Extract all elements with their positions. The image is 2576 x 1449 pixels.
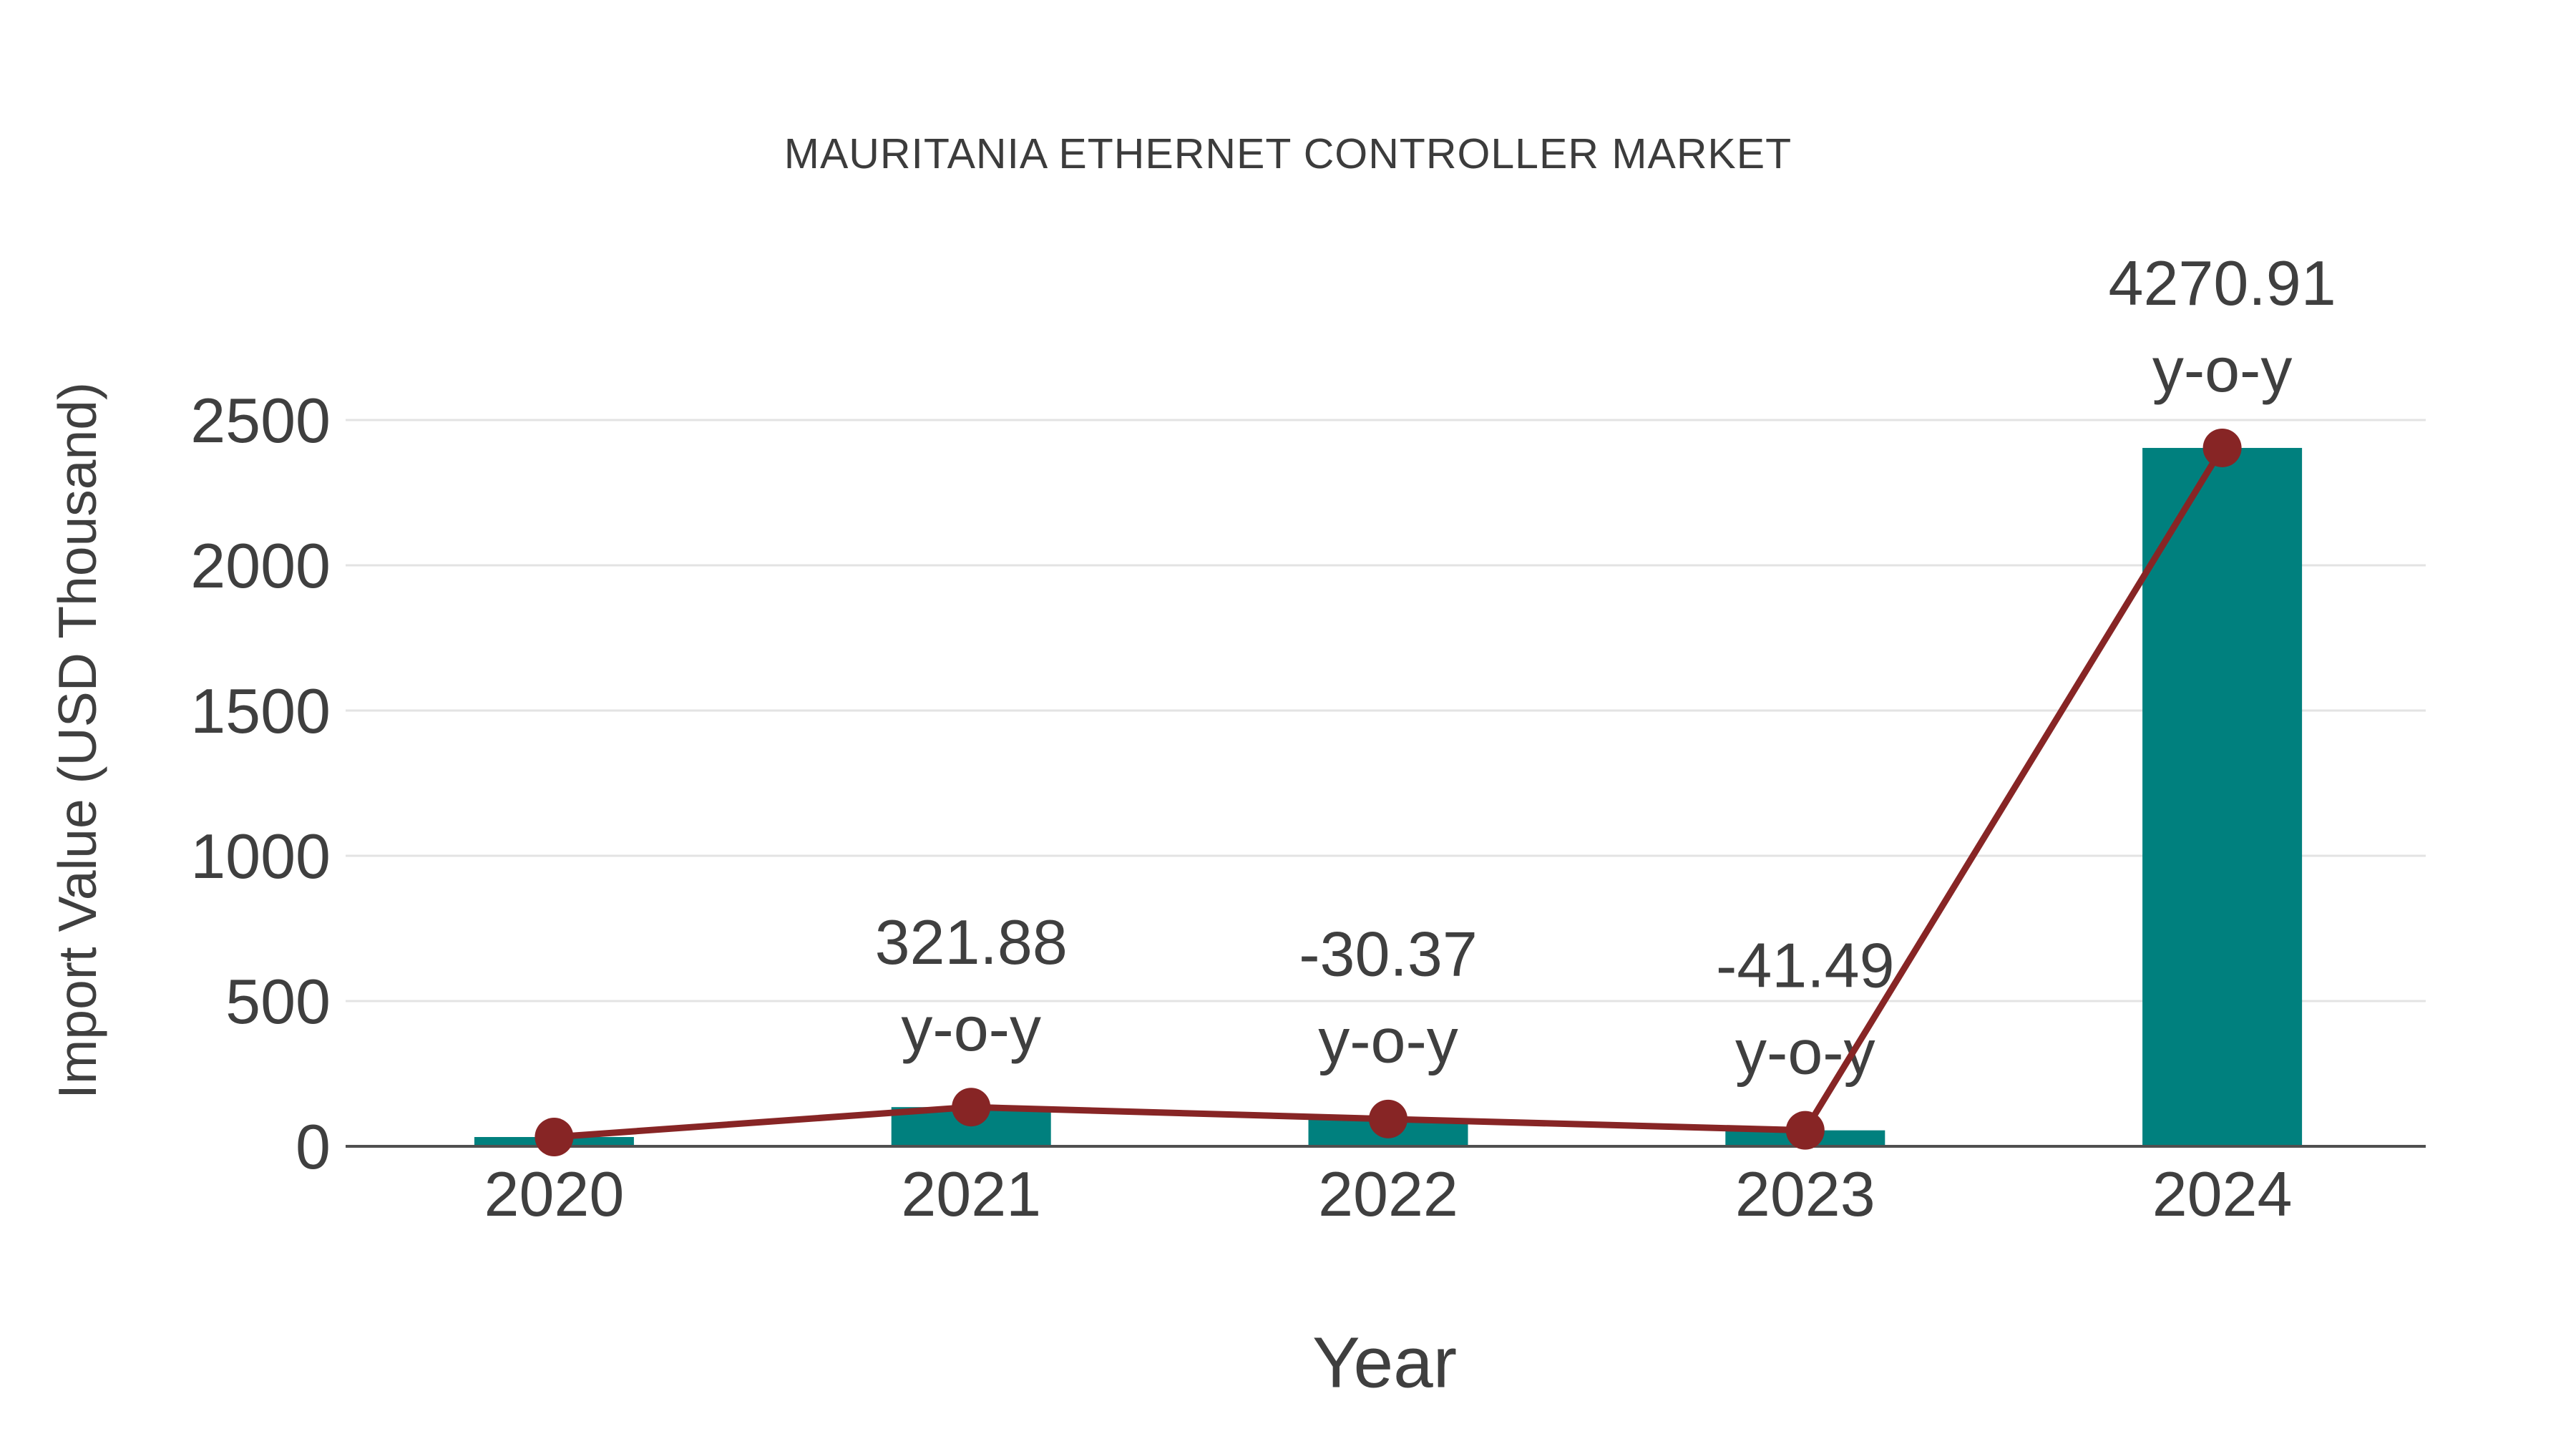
yoy-value-label-2021: 321.88	[875, 907, 1068, 977]
y-tick-label-0: 0	[296, 1111, 331, 1182]
data-point-marker-2022	[1369, 1099, 1407, 1138]
y-tick-label-1500: 1500	[190, 675, 331, 746]
bar-2024	[2142, 447, 2303, 1146]
x-tick-label-2021: 2021	[901, 1158, 1041, 1229]
y-tick-label-2000: 2000	[190, 530, 331, 601]
data-point-marker-2023	[1785, 1111, 1825, 1150]
yoy-value-label-2024: 4270.91	[2109, 248, 2336, 318]
x-tick-label-2022: 2022	[1318, 1158, 1458, 1229]
x-tick-label-2020: 2020	[484, 1158, 625, 1229]
data-point-marker-2021	[952, 1088, 991, 1127]
yoy-suffix-label-2022: y-o-y	[1318, 1005, 1458, 1076]
x-tick-label-2024: 2024	[2152, 1158, 2293, 1229]
data-point-marker-2020	[535, 1118, 574, 1157]
chart-title: MAURITANIA ETHERNET CONTROLLER MARKET	[784, 130, 1792, 177]
data-point-marker-2024	[2202, 428, 2242, 467]
yoy-suffix-label-2024: y-o-y	[2152, 334, 2293, 405]
yoy-value-label-2022: -30.37	[1299, 919, 1478, 990]
y-tick-label-2500: 2500	[190, 385, 331, 456]
x-tick-label-2023: 2023	[1735, 1158, 1875, 1229]
yoy-suffix-label-2021: y-o-y	[901, 993, 1041, 1064]
y-tick-label-500: 500	[225, 966, 331, 1037]
x-axis-title: Year	[1312, 1322, 1458, 1403]
y-tick-label-1000: 1000	[190, 821, 331, 892]
yoy-value-label-2023: -41.49	[1716, 930, 1895, 1000]
